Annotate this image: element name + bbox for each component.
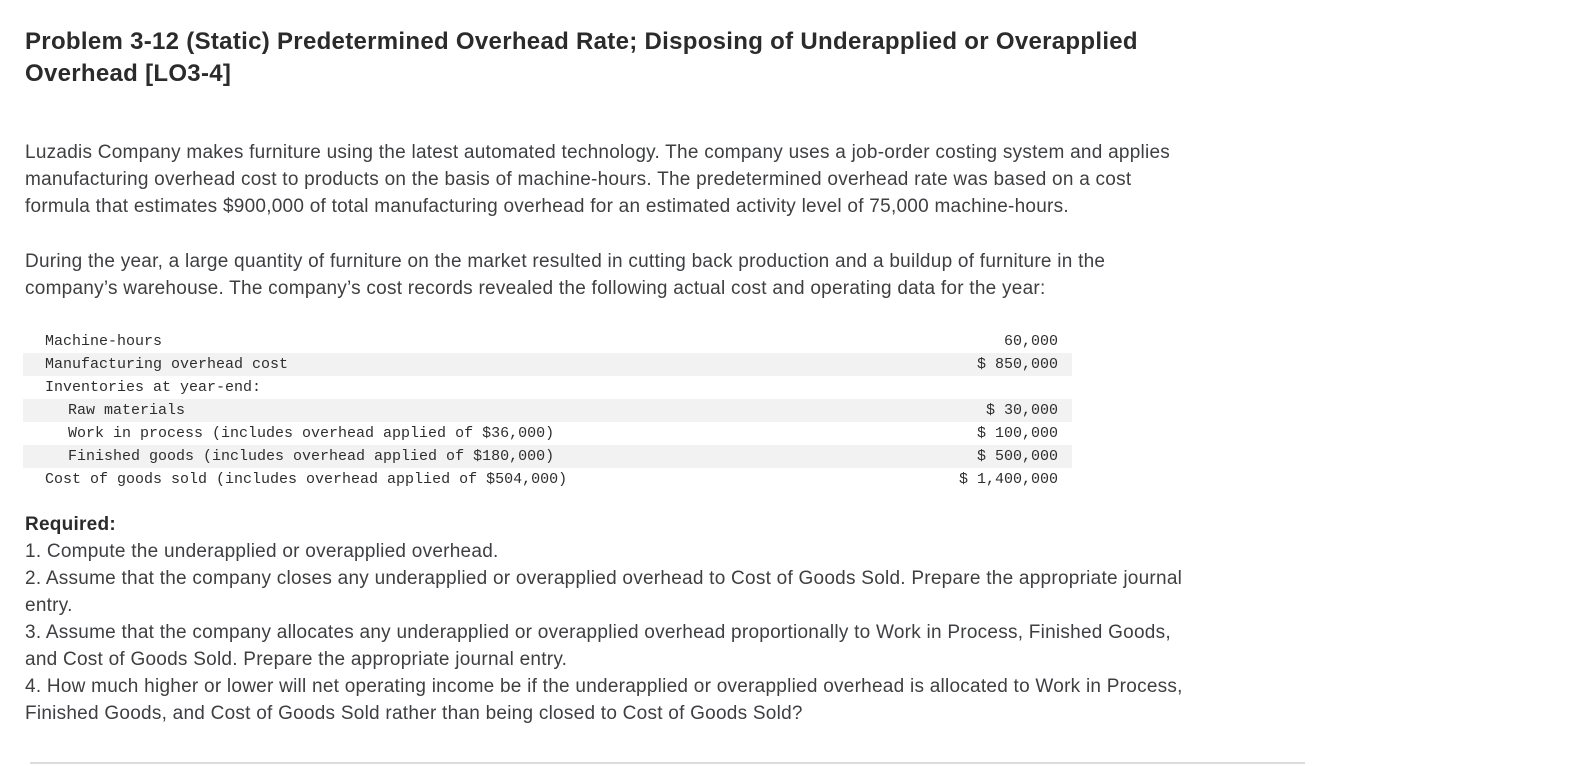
panel-divider bbox=[30, 762, 1305, 764]
problem-title: Problem 3-12 (Static) Predetermined Over… bbox=[25, 28, 1138, 87]
required-item-4: 4. How much higher or lower will net ope… bbox=[25, 676, 1183, 724]
row-label: Manufacturing overhead cost bbox=[45, 356, 289, 373]
required-heading: Required: bbox=[25, 514, 116, 535]
row-value: $ 30,000 bbox=[985, 402, 1058, 419]
row-label: Inventories at year-end: bbox=[45, 379, 262, 396]
table-row-machine-hours: Machine-hours 60,000 bbox=[23, 330, 1072, 353]
row-value: $ 1,400,000 bbox=[958, 471, 1058, 488]
table-row-inventories-header: Inventories at year-end: bbox=[23, 376, 1072, 399]
cost-data-table: Machine-hours 60,000 Manufacturing overh… bbox=[23, 330, 1072, 491]
required-item-1: 1. Compute the underapplied or overappli… bbox=[25, 541, 499, 562]
row-value: $ 100,000 bbox=[976, 425, 1058, 442]
row-value: $ 850,000 bbox=[976, 356, 1058, 373]
during-year-paragraph: During the year, a large quantity of fur… bbox=[25, 251, 1106, 299]
table-row-finished-goods: Finished goods (includes overhead applie… bbox=[23, 445, 1072, 468]
row-label: Cost of goods sold (includes overhead ap… bbox=[45, 471, 568, 488]
row-label: Work in process (includes overhead appli… bbox=[68, 425, 555, 442]
intro-paragraph: Luzadis Company makes furniture using th… bbox=[25, 142, 1171, 217]
table-row-cost-of-goods-sold: Cost of goods sold (includes overhead ap… bbox=[23, 468, 1072, 491]
row-value: $ 500,000 bbox=[976, 448, 1058, 465]
required-item-2: 2. Assume that the company closes any un… bbox=[25, 568, 1183, 616]
table-row-work-in-process: Work in process (includes overhead appli… bbox=[23, 422, 1072, 445]
row-label: Finished goods (includes overhead applie… bbox=[68, 448, 555, 465]
problem-statement-panel: Problem 3-12 (Static) Predetermined Over… bbox=[23, 28, 1183, 724]
row-label: Machine-hours bbox=[45, 333, 163, 350]
required-item-3: 3. Assume that the company allocates any… bbox=[25, 622, 1171, 670]
row-label: Raw materials bbox=[68, 402, 186, 419]
row-value: 60,000 bbox=[1003, 333, 1058, 350]
table-row-raw-materials: Raw materials $ 30,000 bbox=[23, 399, 1072, 422]
table-row-manufacturing-overhead: Manufacturing overhead cost $ 850,000 bbox=[23, 353, 1072, 376]
